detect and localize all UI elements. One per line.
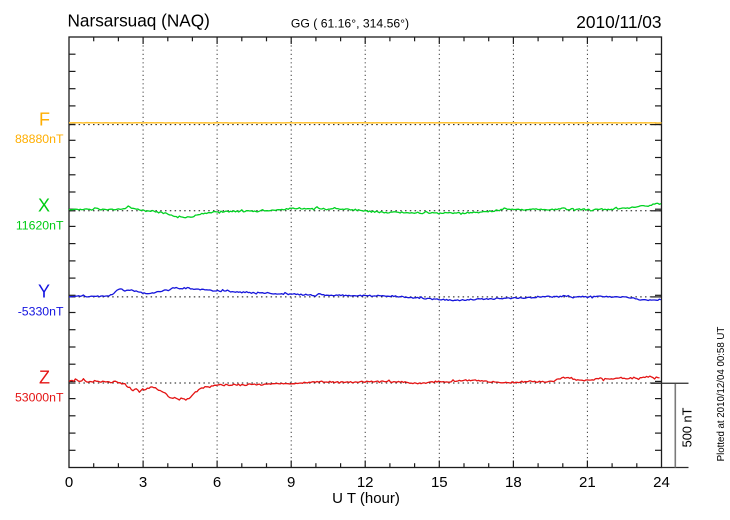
svg-text:F: F — [39, 109, 50, 129]
svg-text:88880nT: 88880nT — [15, 132, 64, 146]
svg-text:2010/11/03: 2010/11/03 — [576, 12, 661, 32]
svg-text:500 nT: 500 nT — [680, 407, 695, 447]
svg-text:3: 3 — [139, 474, 147, 491]
svg-text:-5330nT: -5330nT — [18, 305, 64, 319]
svg-text:Narsarsuaq (NAQ): Narsarsuaq (NAQ) — [68, 11, 210, 31]
svg-text:Y: Y — [38, 282, 50, 302]
svg-text:GG ( 61.16°, 314.56°): GG ( 61.16°, 314.56°) — [291, 16, 409, 30]
svg-text:9: 9 — [287, 474, 295, 491]
svg-text:24: 24 — [653, 474, 670, 491]
svg-text:11620nT: 11620nT — [16, 218, 64, 232]
svg-text:Z: Z — [39, 368, 50, 388]
svg-text:Plotted at 2010/12/04 00:58 UT: Plotted at 2010/12/04 00:58 UT — [716, 327, 727, 462]
svg-text:15: 15 — [431, 474, 448, 491]
svg-text:53000nT: 53000nT — [15, 391, 64, 405]
svg-text:18: 18 — [505, 474, 522, 491]
svg-text:21: 21 — [579, 474, 596, 491]
svg-text:6: 6 — [213, 474, 221, 491]
svg-text:X: X — [38, 195, 50, 215]
svg-text:0: 0 — [65, 474, 73, 491]
svg-text:U T (hour): U T (hour) — [332, 490, 400, 507]
svg-text:12: 12 — [357, 474, 374, 491]
